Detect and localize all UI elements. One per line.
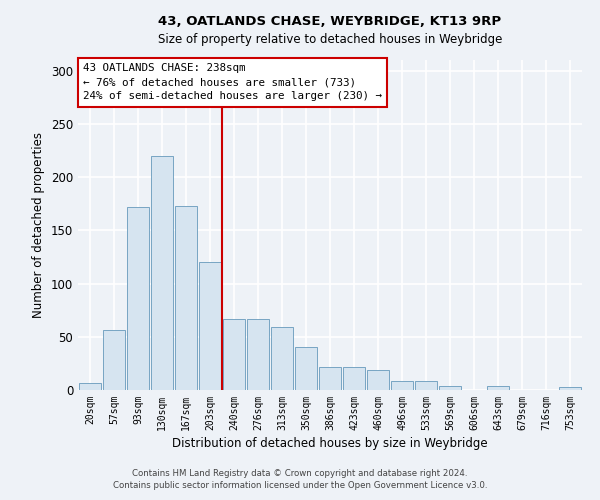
Bar	[391, 382, 413, 390]
Bar	[247, 318, 269, 390]
Text: Size of property relative to detached houses in Weybridge: Size of property relative to detached ho…	[158, 32, 502, 46]
Bar	[487, 386, 509, 390]
Bar	[343, 366, 365, 390]
Bar	[439, 386, 461, 390]
Bar	[415, 382, 437, 390]
Bar	[559, 387, 581, 390]
Bar	[319, 366, 341, 390]
Bar	[223, 318, 245, 390]
Bar	[271, 327, 293, 390]
Bar	[151, 156, 173, 390]
Text: 43, OATLANDS CHASE, WEYBRIDGE, KT13 9RP: 43, OATLANDS CHASE, WEYBRIDGE, KT13 9RP	[158, 15, 502, 28]
Bar	[175, 206, 197, 390]
Text: Contains HM Land Registry data © Crown copyright and database right 2024.: Contains HM Land Registry data © Crown c…	[132, 468, 468, 477]
Text: Contains public sector information licensed under the Open Government Licence v3: Contains public sector information licen…	[113, 481, 487, 490]
Bar	[127, 207, 149, 390]
X-axis label: Distribution of detached houses by size in Weybridge: Distribution of detached houses by size …	[172, 437, 488, 450]
Bar	[79, 382, 101, 390]
Bar	[199, 262, 221, 390]
Text: 43 OATLANDS CHASE: 238sqm
← 76% of detached houses are smaller (733)
24% of semi: 43 OATLANDS CHASE: 238sqm ← 76% of detac…	[83, 64, 382, 102]
Bar	[103, 330, 125, 390]
Y-axis label: Number of detached properties: Number of detached properties	[32, 132, 46, 318]
Bar	[295, 348, 317, 390]
Bar	[367, 370, 389, 390]
